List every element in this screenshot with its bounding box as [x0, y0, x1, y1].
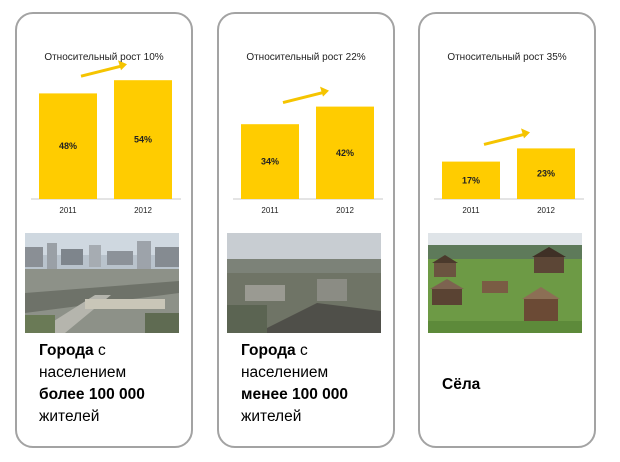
caption-small-cities: Города с населением менее 100 000 жителе…	[241, 342, 349, 425]
x-tick-label: 2011	[462, 206, 480, 215]
panel-villages: 17% 2011 23% 2012 Относительный рост 35% Сё…	[418, 12, 596, 448]
bar-2012	[114, 80, 172, 199]
village-icon	[428, 233, 582, 333]
x-tick-label: 2011	[59, 206, 77, 215]
bar-2011	[39, 93, 97, 199]
x-tick-label: 2011	[261, 206, 279, 215]
bar-chart-large-cities: 48% 2011 54% 2012	[31, 60, 181, 215]
bar-chart-villages: 17% 2011 23% 2012	[434, 128, 584, 215]
growth-arrow-icon	[483, 128, 530, 146]
bar-chart-small-cities: 34% 2011 42% 2012	[233, 86, 383, 215]
bar-value-label: 23%	[537, 169, 555, 179]
town-aerial-small-icon	[227, 233, 381, 333]
city-aerial-large-icon	[25, 233, 179, 333]
bar-value-label: 34%	[261, 157, 279, 167]
panel-large-cities: 48% 2011 54% 2012 Относительный рост 10% Го…	[15, 12, 193, 448]
x-tick-label: 2012	[336, 206, 354, 215]
caption-large-cities: Города с населением более 100 000 жителе…	[39, 342, 145, 425]
bar-2012	[316, 106, 374, 199]
growth-arrow-icon	[80, 60, 127, 78]
growth-arrow-icon	[282, 86, 329, 105]
growth-label: Относительный рост 22%	[246, 52, 366, 63]
bar-value-label: 17%	[462, 175, 480, 185]
x-tick-label: 2012	[134, 206, 152, 215]
bar-2011	[442, 161, 500, 199]
caption-villages: Сёла	[442, 376, 481, 393]
growth-label: Относительный рост 35%	[447, 52, 567, 63]
bar-value-label: 48%	[59, 141, 77, 151]
growth-label: Относительный рост 10%	[44, 52, 164, 63]
bar-value-label: 42%	[336, 148, 354, 158]
panel-small-cities: 34% 2011 42% 2012 Относительный рост 22% Го…	[217, 12, 395, 448]
bar-2011	[241, 124, 299, 199]
bar-2012	[517, 148, 575, 199]
bar-value-label: 54%	[134, 135, 152, 145]
x-tick-label: 2012	[537, 206, 555, 215]
